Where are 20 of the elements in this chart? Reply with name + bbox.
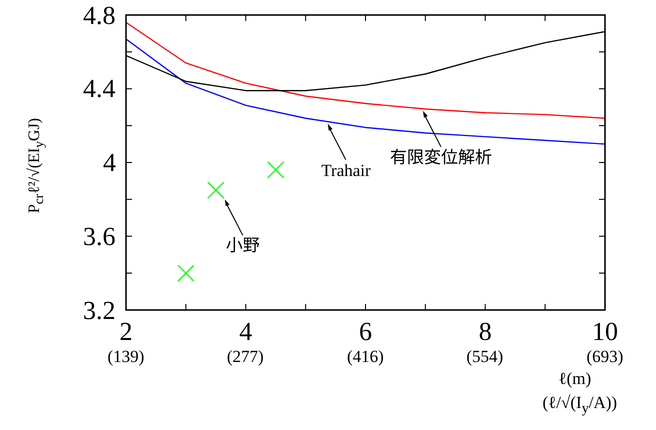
x-tick-label: 10: [592, 317, 618, 346]
y-tick-label: 4: [103, 148, 116, 177]
y-tick-label: 3.6: [83, 222, 116, 251]
x-axis-title: ℓ(m): [558, 369, 592, 388]
x-tick-label: 6: [359, 317, 372, 346]
x2-tick-label: (554): [466, 347, 504, 366]
x-tick-label: 2: [120, 317, 132, 346]
annotation: Trahair: [321, 160, 371, 180]
x2-tick-label: (416): [347, 347, 384, 366]
x-tick-label: 4: [239, 317, 252, 346]
annotation: 有限変位解析: [390, 148, 492, 167]
x2-axis-title: (ℓ/√(I$_{y}$/A)): [542, 393, 618, 416]
x2-tick-label: (139): [108, 347, 144, 366]
x2-tick-label: (693): [586, 347, 624, 366]
y-tick-label: 3.2: [83, 296, 116, 324]
y-tick-label: 4.8: [83, 0, 116, 30]
y-tick-label: 4.4: [83, 74, 116, 104]
x-tick-label: 8: [478, 317, 492, 346]
annotation: 小野: [226, 236, 260, 256]
x2-tick-label: (277): [226, 347, 264, 366]
